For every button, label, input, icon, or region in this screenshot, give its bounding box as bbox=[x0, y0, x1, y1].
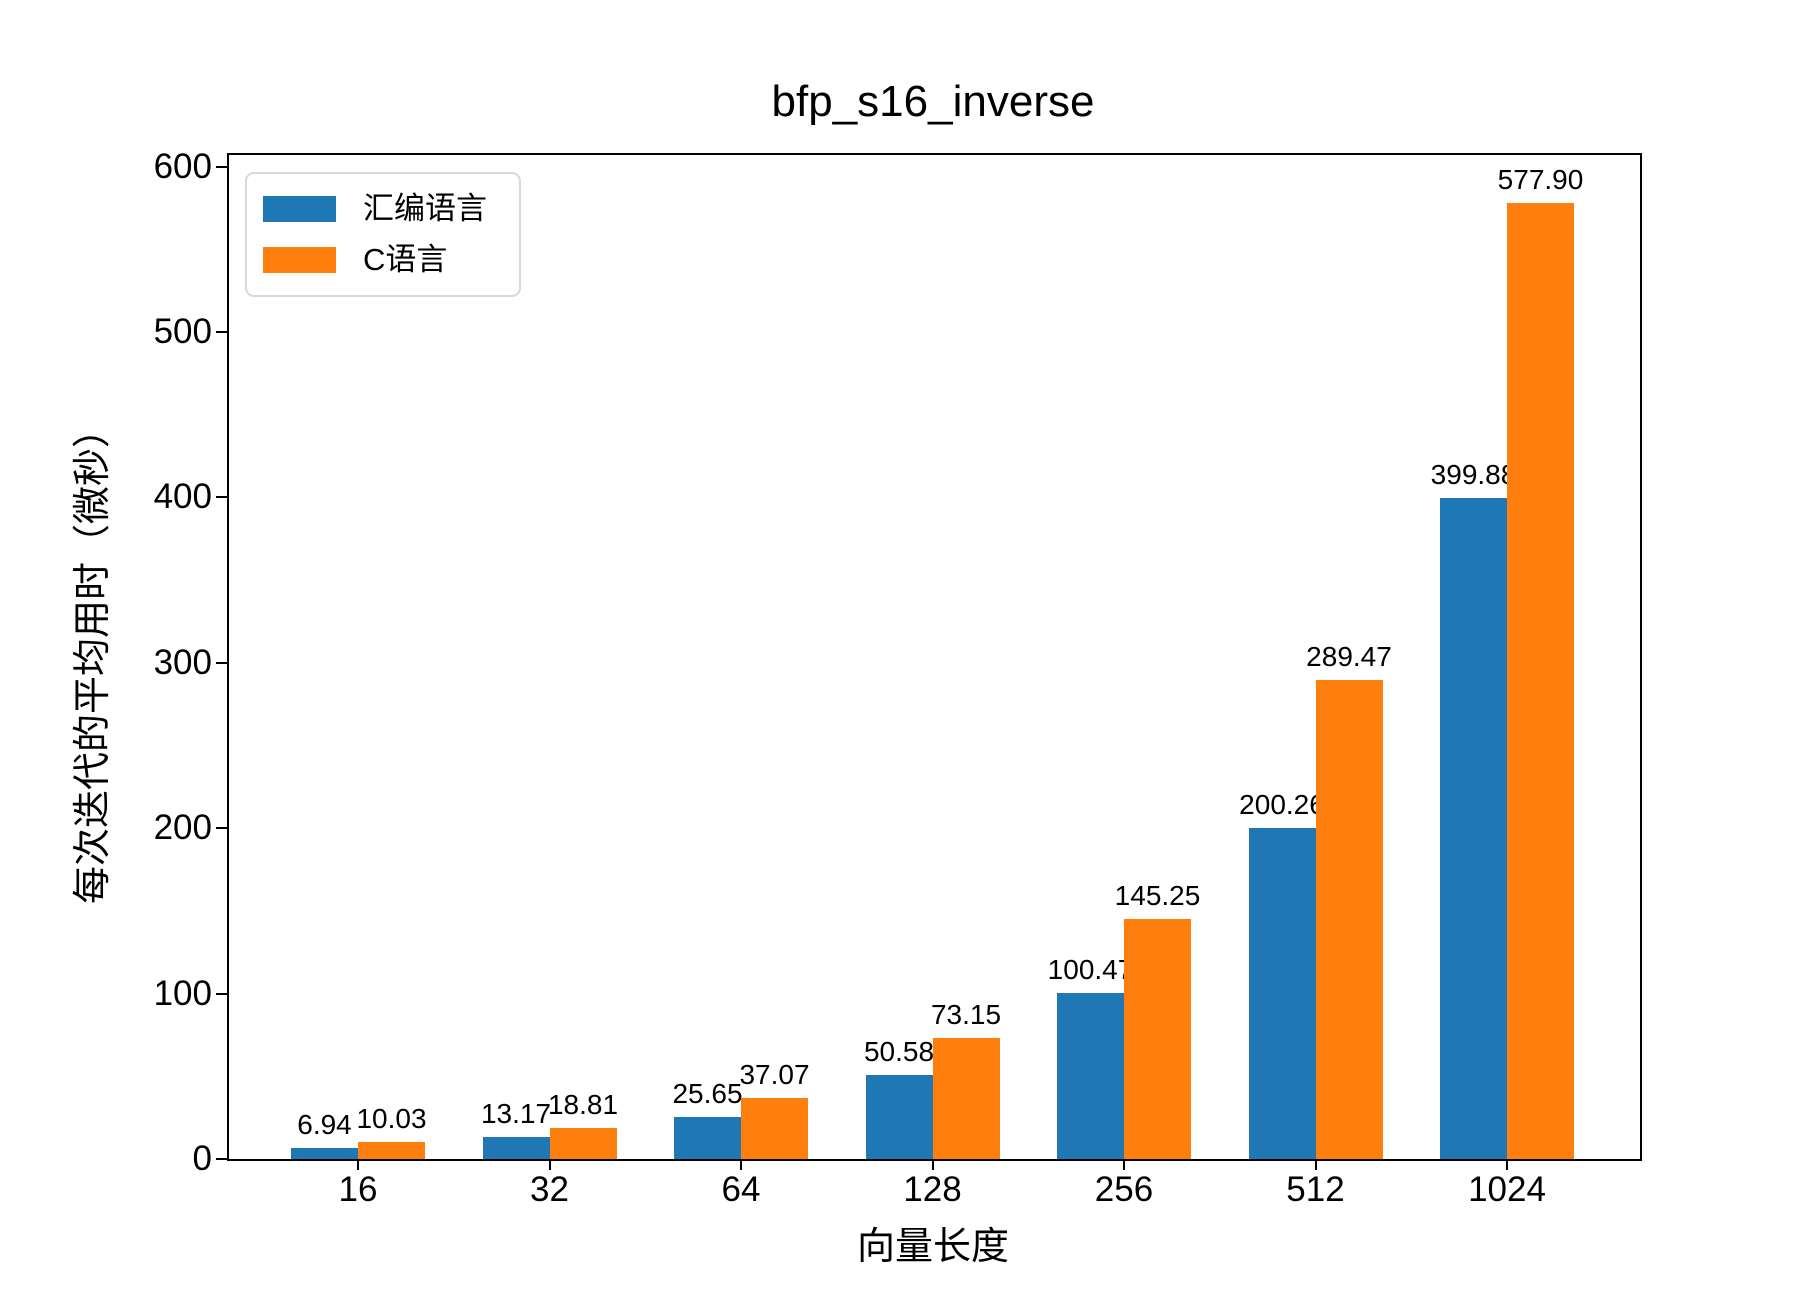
legend-label: C语言 bbox=[363, 242, 448, 277]
y-axis-tick-label: 500 bbox=[153, 311, 212, 351]
bar-value-label: 73.15 bbox=[930, 999, 1002, 1031]
x-axis-tick-label: 512 bbox=[1286, 1170, 1345, 1209]
x-axis-tick-mark bbox=[357, 1159, 359, 1170]
legend-entry: 汇编语言 bbox=[263, 192, 519, 226]
y-axis-tick-label: 600 bbox=[153, 146, 212, 186]
bar-value-label: 289.47 bbox=[1306, 641, 1392, 673]
bar-value-label: 577.90 bbox=[1497, 164, 1584, 196]
bar-汇编语言-64 bbox=[674, 1116, 741, 1159]
x-axis-tick-label: 32 bbox=[530, 1170, 569, 1209]
bar-value-label: 6.94 bbox=[297, 1108, 352, 1140]
y-axis-tick-label: 100 bbox=[153, 973, 212, 1013]
bar-汇编语言-256 bbox=[1057, 992, 1124, 1159]
bar-value-label: 145.25 bbox=[1114, 879, 1201, 911]
bar-value-label: 25.65 bbox=[672, 1077, 743, 1109]
x-axis-tick-mark bbox=[1123, 1159, 1125, 1170]
legend-label: 汇编语言 bbox=[363, 191, 487, 226]
bar-C语言-512 bbox=[1315, 680, 1383, 1159]
y-axis-tick-label: 200 bbox=[153, 808, 212, 848]
x-axis-tick-mark bbox=[740, 1159, 742, 1170]
legend-swatch bbox=[263, 196, 336, 222]
bar-C语言-256 bbox=[1124, 918, 1191, 1159]
y-axis-tick-mark bbox=[216, 496, 227, 499]
bar-value-label: 399.88 bbox=[1430, 458, 1517, 490]
bar-value-label: 37.07 bbox=[739, 1058, 810, 1090]
bar-C语言-32 bbox=[549, 1127, 617, 1159]
y-axis-tick-mark bbox=[216, 827, 227, 830]
y-axis-tick-label: 400 bbox=[153, 477, 212, 517]
plot-inner: 6.94 10.03 13.17 18.81 25.65 37.07 50.58 73.15 1… bbox=[229, 155, 1640, 1159]
legend: 汇编语言 C语言 bbox=[245, 172, 521, 297]
bar-汇编语言-32 bbox=[482, 1137, 550, 1159]
y-axis-tick-mark bbox=[216, 661, 227, 664]
x-axis-tick-mark bbox=[931, 1159, 934, 1170]
x-axis-tick-label: 64 bbox=[721, 1170, 761, 1209]
x-axis-tick-mark bbox=[1506, 1159, 1508, 1170]
x-axis-title: 向量长度 bbox=[856, 1226, 1009, 1268]
x-axis-tick-label: 1024 bbox=[1468, 1170, 1546, 1209]
y-axis-tick-label: 0 bbox=[192, 1139, 212, 1178]
legend-swatch bbox=[263, 247, 336, 273]
x-axis-tick-label: 16 bbox=[338, 1170, 378, 1209]
bar-C语言-64 bbox=[741, 1097, 808, 1159]
plot-area: 6.94 10.03 13.17 18.81 25.65 37.07 50.58 73.15 1… bbox=[227, 153, 1642, 1161]
chart-title: bfp_s16_inverse bbox=[771, 77, 1095, 126]
bar-汇编语言-512 bbox=[1248, 827, 1316, 1159]
bar-value-label: 13.17 bbox=[480, 1098, 552, 1130]
bar-value-label: 200.26 bbox=[1239, 788, 1325, 820]
bar-C语言-16 bbox=[358, 1142, 425, 1159]
x-axis-tick-label: 256 bbox=[1094, 1170, 1154, 1209]
bar-汇编语言-1024 bbox=[1440, 497, 1507, 1159]
bar-value-label: 100.47 bbox=[1047, 953, 1134, 985]
legend-entry: C语言 bbox=[263, 243, 519, 277]
bar-value-label: 10.03 bbox=[356, 1103, 427, 1135]
bar-汇编语言-16 bbox=[291, 1147, 358, 1159]
x-axis-tick-mark bbox=[1314, 1159, 1317, 1170]
x-axis-tick-label: 128 bbox=[903, 1170, 962, 1209]
y-axis-tick-label: 300 bbox=[153, 642, 212, 682]
bar-value-label: 50.58 bbox=[863, 1036, 935, 1068]
bar-汇编语言-128 bbox=[865, 1075, 933, 1159]
y-axis-tick-mark bbox=[216, 992, 227, 995]
y-axis-tick-mark bbox=[216, 1158, 227, 1160]
bar-C语言-128 bbox=[932, 1038, 1000, 1159]
bar-C语言-1024 bbox=[1507, 203, 1574, 1159]
y-axis-tick-mark bbox=[216, 330, 227, 333]
y-axis-tick-mark bbox=[216, 165, 227, 168]
x-axis-tick-mark bbox=[548, 1159, 551, 1170]
bar-value-label: 18.81 bbox=[547, 1088, 619, 1120]
